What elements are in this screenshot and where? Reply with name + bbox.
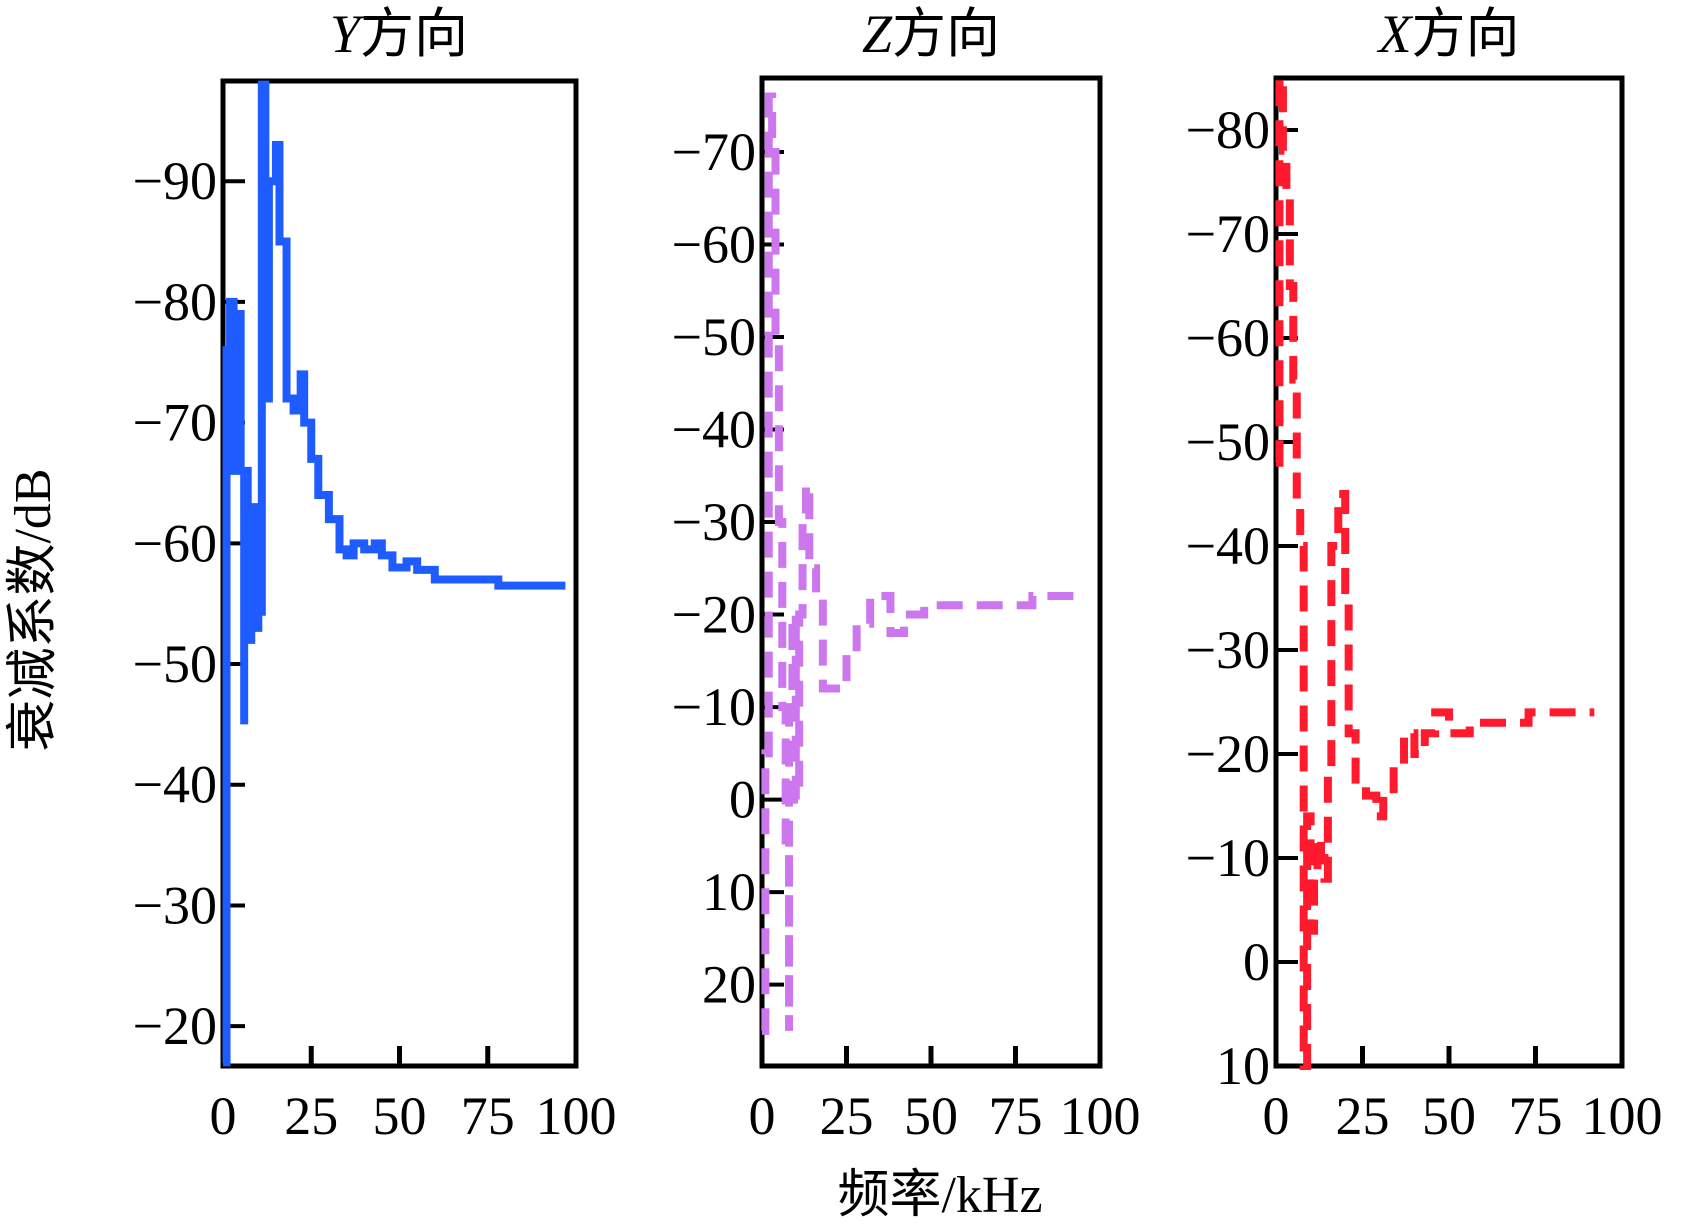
x-tick-label: 50 — [904, 1086, 958, 1146]
y-tick-label: −60 — [133, 513, 217, 573]
y-tick-label: −20 — [133, 996, 217, 1056]
y-tick-label: −30 — [672, 492, 756, 552]
series-line-y — [222, 80, 566, 1067]
y-tick-label: −10 — [672, 677, 756, 737]
panel-title-y: Y方向 — [329, 4, 469, 64]
y-tick-label: −30 — [1186, 620, 1270, 680]
panels: −90−80−70−60−50−40−30−200 25 50 75 100−70−60… — [133, 74, 1663, 1146]
y-tick-label: −20 — [1186, 724, 1270, 784]
y-tick-label: −50 — [672, 307, 756, 367]
series-line-z — [761, 92, 1084, 1035]
y-tick-label: −80 — [1186, 100, 1270, 160]
x-tick-label: 25 — [820, 1086, 874, 1146]
y-tick-label: 0 — [1243, 932, 1270, 992]
panel-title-z: Z方向 — [861, 4, 1001, 64]
panel-z: −70 −60 −50 −40 −30 −20 −10 0 10 20 0 25 50 75 100 — [672, 75, 1141, 1146]
y-tick-label: −70 — [133, 393, 217, 453]
x-tick-label: 0 — [210, 1086, 237, 1146]
x-tick-label: 0 — [1263, 1086, 1290, 1146]
x-tick-label: 25 — [284, 1086, 338, 1146]
x-tick-label: 100 — [1060, 1086, 1141, 1146]
x-tick-label: 100 — [536, 1086, 617, 1146]
y-tick-label: −40 — [133, 755, 217, 815]
series-line-x — [1275, 74, 1595, 1070]
y-tick-label: −70 — [1186, 204, 1270, 264]
y-tick-label: −30 — [133, 875, 217, 935]
panel-y: −90 −80 −70 −60 −50 −40 −30 −20 0 25 50 75 100 — [133, 78, 617, 1146]
y-tick-label: −90 — [133, 151, 217, 211]
x-tick-label: 50 — [373, 1086, 427, 1146]
x-tick-label: 50 — [1422, 1086, 1476, 1146]
plot-frame — [1273, 75, 1625, 1069]
x-tick-label: 75 — [989, 1086, 1043, 1146]
x-tick-label: 75 — [461, 1086, 515, 1146]
y-tick-label: −50 — [133, 634, 217, 694]
y-tick-label: 10 — [702, 862, 756, 922]
y-tick-label: −10 — [1186, 828, 1270, 888]
y-tick-label: −50 — [1186, 412, 1270, 472]
y-tick-label: −40 — [672, 400, 756, 460]
y-tick-label: 10 — [1216, 1036, 1270, 1096]
x-tick-label: 100 — [1582, 1086, 1663, 1146]
x-tick-label: 0 — [749, 1086, 776, 1146]
y-tick-label: −70 — [672, 122, 756, 182]
panel-title-x: X方向 — [1378, 4, 1520, 64]
y-tick-label: −80 — [133, 272, 217, 332]
y-tick-label: 20 — [702, 955, 756, 1015]
x-axis-label: 频率/kHz — [837, 1167, 1042, 1224]
x-tick-label: 75 — [1509, 1086, 1563, 1146]
y-axis-label: 衰减系数/dB — [5, 468, 62, 751]
y-tick-label: −60 — [672, 215, 756, 275]
y-tick-label: −20 — [672, 585, 756, 645]
y-tick-label: 0 — [729, 770, 756, 830]
x-tick-label: 25 — [1336, 1086, 1390, 1146]
y-tick-label: −60 — [1186, 308, 1270, 368]
y-tick-label: −40 — [1186, 516, 1270, 576]
